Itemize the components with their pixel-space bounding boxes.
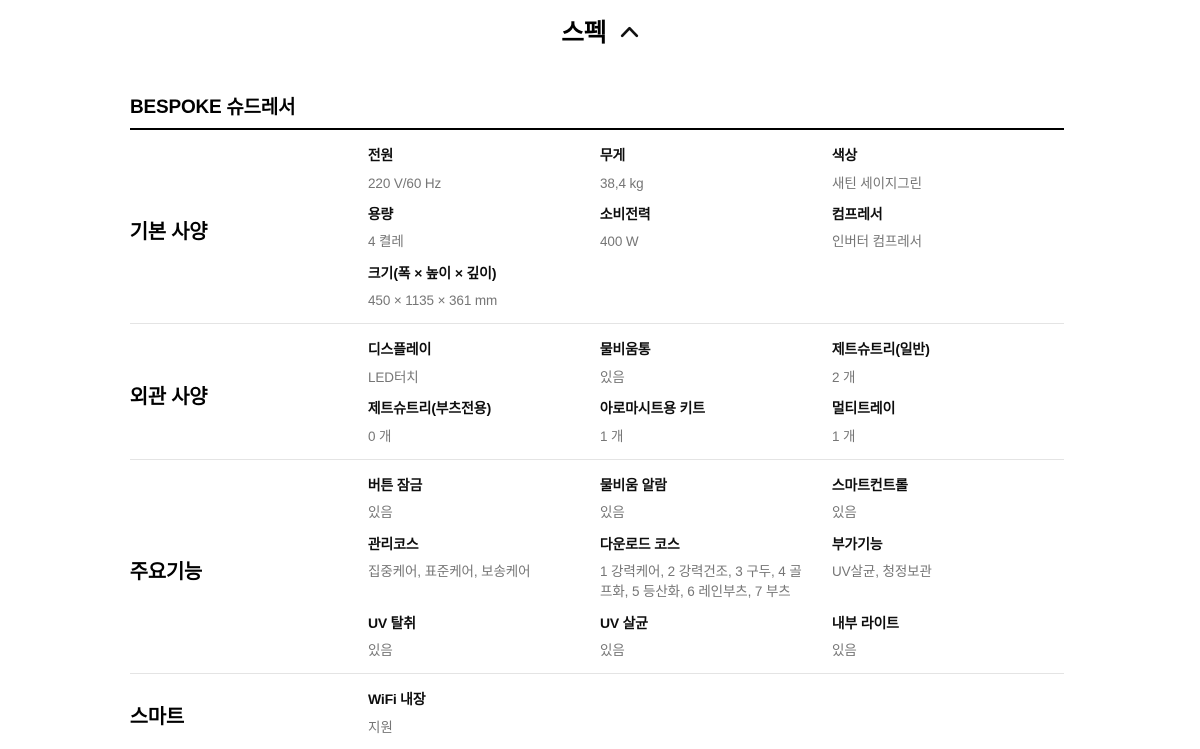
spec-item-label: 전원	[368, 147, 394, 163]
spec-item-label: 물비움 알람	[600, 476, 668, 493]
spec-content: BESPOKE 슈드레서 기본 사양 전원 220 V/60 Hz 무게 38,…	[130, 92, 1064, 749]
spec-item-value: 집중케어, 표준케어, 보송케어	[368, 564, 531, 579]
spec-item-value: 0 개	[368, 428, 392, 444]
chevron-up-icon	[620, 25, 639, 43]
spec-item-label: 다운로드 코스	[600, 535, 680, 552]
spec-item: 소비전력 400 W	[600, 206, 832, 253]
spec-items: 버튼 잠금 있음 물비움 알람 있음 스마트컨트롤 있음 관리코스 집중케어, …	[368, 477, 1064, 674]
spec-item: 색상 새틴 세이지그린	[832, 147, 1064, 194]
spec-item-value: 4 켤레	[368, 234, 404, 250]
spec-category-label: 기본 사양	[130, 220, 208, 243]
spec-section: 외관 사양 디스플레이 LED터치 물비움통 있음 제트슈트리(일반) 2 개 …	[130, 324, 1064, 460]
spec-items: 전원 220 V/60 Hz 무게 38,4 kg 색상 새틴 세이지그린 용량…	[368, 147, 1064, 323]
spec-item-value: 220 V/60 Hz	[368, 175, 442, 191]
spec-item: 멀티트레이 1 개	[832, 400, 1064, 447]
spec-item: 제트슈트리(부츠전용) 0 개	[368, 400, 600, 447]
spec-item-label: 부가기능	[832, 535, 883, 552]
spec-section: 주요기능 버튼 잠금 있음 물비움 알람 있음 스마트컨트롤 있음 관리코스 집…	[130, 460, 1064, 675]
spec-item-label: 용량	[368, 205, 394, 222]
spec-item: 물비움 알람 있음	[600, 477, 832, 524]
spec-items: 디스플레이 LED터치 물비움통 있음 제트슈트리(일반) 2 개 제트슈트리(…	[368, 341, 1064, 459]
spec-item-value: 1 개	[600, 428, 624, 444]
spec-item: WiFi 내장 지원	[368, 691, 600, 738]
spec-table: 기본 사양 전원 220 V/60 Hz 무게 38,4 kg 색상 새틴 세이…	[130, 130, 1064, 749]
spec-item-label: 멀티트레이	[832, 400, 896, 416]
spec-item-value: 있음	[600, 643, 625, 658]
spec-category-label: 스마트	[130, 706, 185, 729]
spec-item-label: 크기(폭 × 높이 × 깊이)	[368, 264, 497, 281]
spec-item: 물비움통 있음	[600, 341, 832, 388]
spec-item: UV 살균 있음	[600, 615, 832, 662]
spec-item-value: LED터치	[368, 369, 419, 385]
spec-item: 아로마시트용 키트 1 개	[600, 400, 832, 447]
spec-item-label: 무게	[600, 147, 626, 163]
spec-item-value: 새틴 세이지그린	[832, 175, 922, 191]
spec-item-label: 소비전력	[600, 205, 651, 222]
spec-section: 스마트 WiFi 내장 지원	[130, 674, 1064, 749]
spec-item-label: 디스플레이	[368, 341, 432, 358]
spec-category-label: 주요기능	[130, 560, 203, 583]
spec-items: WiFi 내장 지원	[368, 691, 1064, 749]
spec-item-label: 스마트컨트롤	[832, 476, 909, 493]
spec-item-value: 있음	[368, 505, 393, 521]
spec-item: 컴프레서 인버터 컴프레서	[832, 206, 1064, 253]
spec-item-value: 400 W	[600, 234, 639, 250]
spec-item: 용량 4 켤레	[368, 206, 600, 253]
spec-item: 관리코스 집중케어, 표준케어, 보송케어	[368, 536, 600, 603]
spec-item: 크기(폭 × 높이 × 깊이) 450 × 1135 × 361 mm	[368, 265, 600, 312]
spec-item-label: UV 탈취	[368, 614, 417, 631]
spec-item-label: WiFi 내장	[368, 691, 426, 708]
spec-item-label: 물비움통	[600, 341, 651, 358]
spec-section: 기본 사양 전원 220 V/60 Hz 무게 38,4 kg 색상 새틴 세이…	[130, 130, 1064, 325]
spec-item: 부가기능 UV살균, 청정보관	[832, 536, 1064, 603]
spec-item-label: 제트슈트리(부츠전용)	[368, 400, 492, 416]
spec-item: 다운로드 코스 1 강력케어, 2 강력건조, 3 구두, 4 골프화, 5 등…	[600, 536, 832, 603]
spec-item-value: 있음	[832, 505, 857, 521]
spec-item-value: 있음	[368, 643, 393, 658]
spec-item-label: 색상	[832, 147, 858, 163]
spec-item: 디스플레이 LED터치	[368, 341, 600, 388]
spec-item-value: 38,4 kg	[600, 175, 644, 191]
spec-item-label: 아로마시트용 키트	[600, 400, 706, 416]
spec-item-value: 있음	[600, 505, 625, 521]
spec-item-value: 있음	[600, 369, 625, 385]
spec-item: 내부 라이트 있음	[832, 615, 1064, 662]
spec-item: 무게 38,4 kg	[600, 147, 832, 194]
spec-item-label: 컴프레서	[832, 205, 883, 222]
spec-item: 스마트컨트롤 있음	[832, 477, 1064, 524]
spec-item-value: UV살균, 청정보관	[832, 564, 932, 579]
page-title: 스펙	[561, 19, 607, 47]
spec-item-value: 있음	[832, 643, 857, 658]
product-name: BESPOKE 슈드레서	[130, 92, 1064, 130]
spec-item-value: 인버터 컴프레서	[832, 234, 922, 250]
spec-item-value: 지원	[368, 719, 393, 735]
spec-item: 버튼 잠금 있음	[368, 477, 600, 524]
spec-item-label: 버튼 잠금	[368, 476, 423, 493]
spec-item-label: 내부 라이트	[832, 614, 900, 631]
spec-item-value: 2 개	[832, 369, 856, 385]
spec-item-label: 제트슈트리(일반)	[832, 341, 930, 358]
spec-item: 전원 220 V/60 Hz	[368, 147, 600, 194]
spec-item-value: 450 × 1135 × 361 mm	[368, 293, 498, 308]
spec-item-label: UV 살균	[600, 614, 649, 631]
spec-item: 제트슈트리(일반) 2 개	[832, 341, 1064, 388]
spec-item: UV 탈취 있음	[368, 615, 600, 662]
spec-category-label: 외관 사양	[130, 385, 208, 408]
spec-item-label: 관리코스	[368, 535, 419, 552]
spec-item-value: 1 개	[832, 428, 856, 444]
spec-accordion-toggle[interactable]: 스펙	[0, 0, 1200, 48]
spec-item-value: 1 강력케어, 2 강력건조, 3 구두, 4 골프화, 5 등산화, 6 레인…	[600, 564, 802, 600]
